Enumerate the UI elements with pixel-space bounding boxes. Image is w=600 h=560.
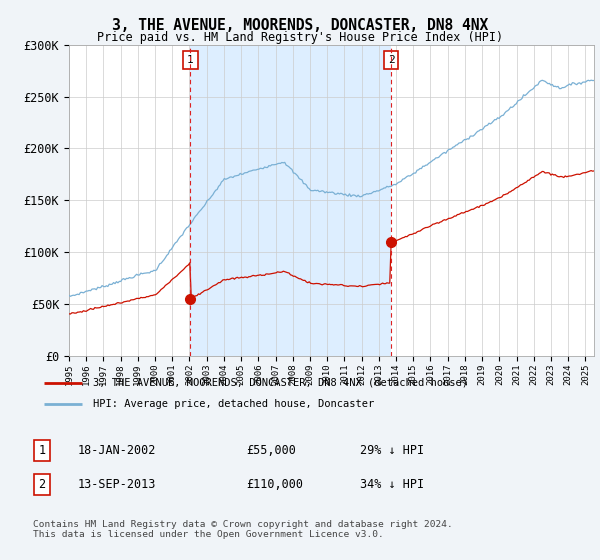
Text: 1: 1 <box>38 444 46 458</box>
Text: £55,000: £55,000 <box>246 444 296 458</box>
Text: 2: 2 <box>388 55 394 66</box>
Text: 13-SEP-2013: 13-SEP-2013 <box>78 478 157 491</box>
Text: 3, THE AVENUE, MOORENDS, DONCASTER, DN8 4NX (detached house): 3, THE AVENUE, MOORENDS, DONCASTER, DN8 … <box>94 378 469 388</box>
Bar <box>190 45 391 356</box>
Text: 29% ↓ HPI: 29% ↓ HPI <box>360 444 424 458</box>
Text: 2: 2 <box>38 478 46 491</box>
Text: HPI: Average price, detached house, Doncaster: HPI: Average price, detached house, Donc… <box>94 399 374 409</box>
Text: 3, THE AVENUE, MOORENDS, DONCASTER, DN8 4NX: 3, THE AVENUE, MOORENDS, DONCASTER, DN8 … <box>112 18 488 33</box>
Text: 18-JAN-2002: 18-JAN-2002 <box>78 444 157 458</box>
Text: Price paid vs. HM Land Registry's House Price Index (HPI): Price paid vs. HM Land Registry's House … <box>97 31 503 44</box>
Text: Contains HM Land Registry data © Crown copyright and database right 2024.
This d: Contains HM Land Registry data © Crown c… <box>33 520 453 539</box>
Text: 1: 1 <box>187 55 194 66</box>
Text: 34% ↓ HPI: 34% ↓ HPI <box>360 478 424 491</box>
Text: £110,000: £110,000 <box>246 478 303 491</box>
